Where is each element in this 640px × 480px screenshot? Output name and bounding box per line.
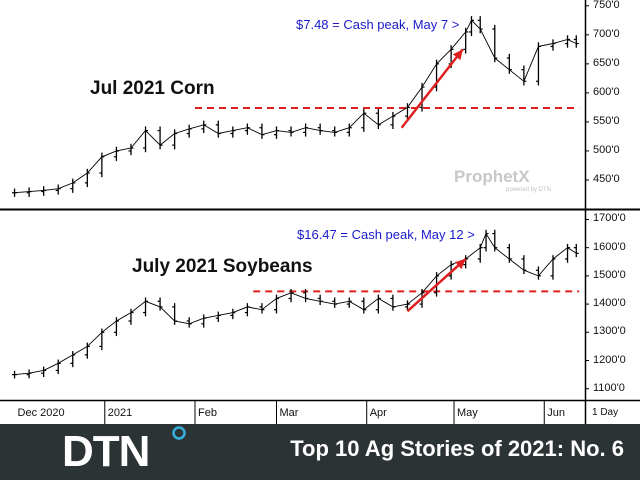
soy-peak-annotation: $16.47 = Cash peak, May 12 > <box>297 227 475 242</box>
banner-title: Top 10 Ag Stories of 2021: No. 6 <box>290 436 624 461</box>
x-tick-label: Feb <box>198 407 217 419</box>
soy-trend-arrow <box>406 258 467 313</box>
x-tick-label: Dec 2020 <box>17 407 65 419</box>
soy-price-trace <box>14 232 577 376</box>
corn-y-tick-label: 700'0 <box>593 27 620 40</box>
soy-y-tick-label: 1700'0 <box>593 212 626 225</box>
dtn-logo: DTN <box>62 426 186 478</box>
corn-trend-arrow <box>400 48 464 129</box>
soy-y-tick-label: 1300'0 <box>593 325 626 338</box>
soy-y-tick-label: 1600'0 <box>593 240 626 253</box>
soy-trend-arrowhead <box>455 258 466 270</box>
soy-y-tick-label: 1500'0 <box>593 268 626 281</box>
x-tick-label: Jun <box>547 407 565 419</box>
dtn-logo-text: DTN <box>62 427 150 476</box>
period-label[interactable]: 1 Day <box>592 407 619 418</box>
corn-y-tick-label: 550'0 <box>593 114 620 127</box>
chart-area: Jul 2021 Corn $7.48 = Cash peak, May 7 >… <box>0 0 640 424</box>
footer-banner: DTN Top 10 Ag Stories of 2021: No. 6 <box>0 424 640 480</box>
prophetx-watermark: ProphetX <box>454 167 530 186</box>
soy-y-tick-label: 1200'0 <box>593 353 626 366</box>
corn-y-tick-label: 600'0 <box>593 85 620 98</box>
corn-y-tick-label: 750'0 <box>593 0 620 11</box>
corn-panel-title: Jul 2021 Corn <box>90 78 215 99</box>
x-tick-label: May <box>457 407 478 419</box>
corn-y-tick-label: 450'0 <box>593 172 620 185</box>
soy-y-tick-label: 1400'0 <box>593 297 626 310</box>
corn-trend-arrowhead <box>452 49 463 61</box>
corn-y-tick-label: 500'0 <box>593 143 620 156</box>
x-tick-label: Apr <box>369 407 387 419</box>
chart-svg <box>0 0 640 424</box>
x-tick-label: Mar <box>279 407 299 419</box>
prophetx-tagline: powered by DTN <box>506 187 552 193</box>
soy-panel-title: July 2021 Soybeans <box>132 256 313 277</box>
corn-y-tick-label: 650'0 <box>593 56 620 69</box>
corn-peak-annotation: $7.48 = Cash peak, May 7 > <box>296 17 460 32</box>
logo-accent-icon <box>172 426 186 440</box>
corn-price-trace <box>14 19 577 194</box>
x-tick-label: 2021 <box>107 407 133 419</box>
soy-y-tick-label: 1100'0 <box>593 381 625 394</box>
